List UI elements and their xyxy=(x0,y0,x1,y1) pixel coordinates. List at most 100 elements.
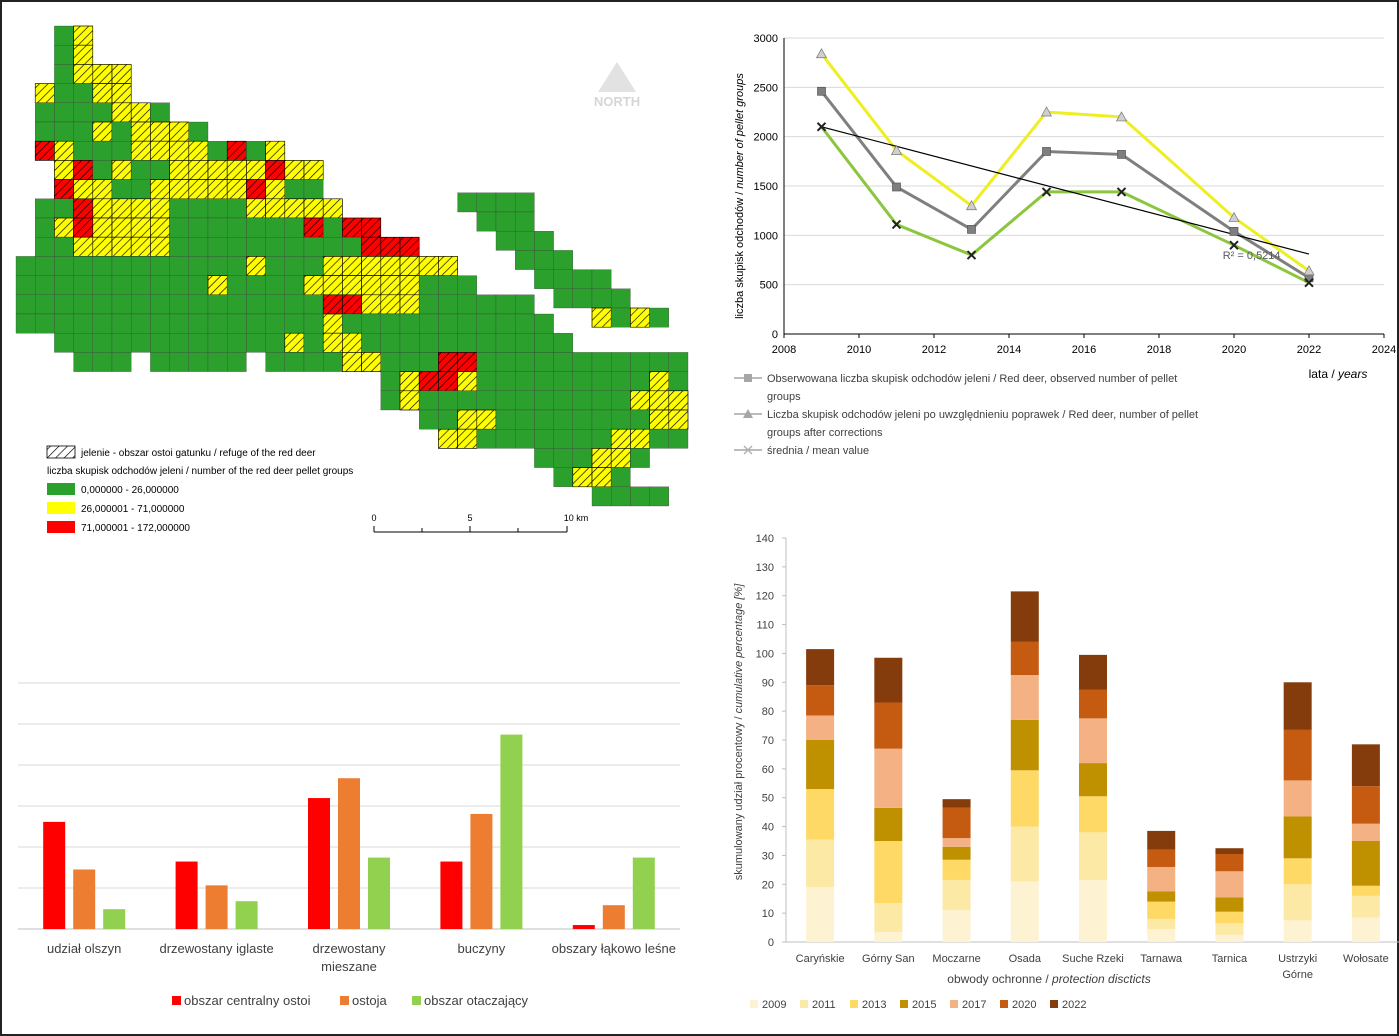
habitat-bar-chart: udział olszyn drzewostany iglaste drzewost… xyxy=(18,682,680,1008)
map-cell xyxy=(438,313,458,334)
map-cell-hatch xyxy=(111,160,132,180)
point-marker xyxy=(965,200,978,211)
legend-label: ostoja xyxy=(352,993,387,1008)
category-label: drzewostany xyxy=(313,941,386,956)
map-cell xyxy=(495,192,516,213)
point-marker xyxy=(1042,147,1051,156)
map-cell xyxy=(54,256,74,276)
map-cell-hatch xyxy=(457,371,478,392)
map-cell xyxy=(534,231,554,251)
map-cell xyxy=(399,313,420,334)
line-x-axis-title: lata / years xyxy=(1309,367,1368,381)
map-cell-hatch xyxy=(361,352,382,372)
map-cell xyxy=(150,294,170,315)
bar-2 xyxy=(500,734,523,929)
map-cell xyxy=(188,313,209,334)
point-marker xyxy=(967,225,976,234)
map-cell xyxy=(380,371,401,391)
stack-segment-2011 xyxy=(942,879,971,911)
map-cell xyxy=(553,352,573,372)
map-cell xyxy=(227,217,247,238)
legend-marker xyxy=(744,374,752,382)
y-tick-label: 110 xyxy=(756,620,774,632)
map-cell xyxy=(611,486,631,507)
bar-1 xyxy=(602,905,625,929)
map-cell xyxy=(111,333,132,353)
x-tick-label: 2016 xyxy=(1072,344,1096,356)
legend-swatch xyxy=(1050,1000,1058,1008)
legend-label: 2013 xyxy=(862,999,886,1011)
map-cell xyxy=(284,217,305,238)
map-cell xyxy=(111,141,132,161)
stack-segment-2009 xyxy=(942,910,971,942)
map-cell xyxy=(534,448,554,468)
map-cell xyxy=(534,409,554,430)
y-tick-label: 0 xyxy=(768,937,774,949)
map-cell-hatch xyxy=(303,275,324,296)
map-cell xyxy=(35,237,55,257)
legend-swatch xyxy=(850,1000,858,1008)
bar-0 xyxy=(572,925,595,929)
map-cell-hatch xyxy=(130,102,151,123)
year-legend: 2009 2011 2013 2015 2017 2020 2022 xyxy=(750,999,1086,1011)
map-cell xyxy=(591,288,612,309)
map-cell-hatch xyxy=(361,217,382,238)
map-cell-hatch xyxy=(322,313,343,334)
map-cell xyxy=(419,352,439,372)
map-cell xyxy=(303,294,324,315)
map-cell-hatch xyxy=(399,275,420,296)
x-tick-label: 2018 xyxy=(1147,344,1171,356)
map-cell xyxy=(188,333,209,353)
bar-0 xyxy=(440,861,463,929)
map-cell-hatch xyxy=(284,160,305,180)
map-cell xyxy=(150,275,170,295)
map-cell-hatch xyxy=(207,275,228,296)
map-cell-hatch xyxy=(361,294,382,315)
map-cell xyxy=(515,409,535,430)
map-cell xyxy=(419,333,439,353)
point-marker xyxy=(1229,240,1239,250)
map-cell xyxy=(92,275,113,295)
y-tick-label: 140 xyxy=(756,533,774,545)
map-cell-hatch xyxy=(649,371,670,392)
class-swatch-high xyxy=(47,521,75,533)
map-cell-hatch xyxy=(591,467,612,488)
map-cell xyxy=(227,275,247,295)
stack-segment-2013 xyxy=(1351,885,1380,896)
point-marker xyxy=(815,48,828,59)
y-tick-label: 3000 xyxy=(754,33,778,45)
y-tick-label: 70 xyxy=(762,735,774,747)
y-tick-label: 40 xyxy=(762,822,774,834)
map-cell xyxy=(188,237,209,257)
map-cell xyxy=(150,102,170,123)
map-cell-hatch xyxy=(34,83,55,104)
legend-label: 2017 xyxy=(962,999,986,1011)
map-cell-hatch xyxy=(630,390,650,411)
map-cell xyxy=(515,313,535,334)
map-cell xyxy=(399,333,420,353)
map-cell-hatch xyxy=(92,121,113,142)
map-cell xyxy=(265,333,285,353)
map-cell xyxy=(131,179,151,199)
map-cell xyxy=(265,294,285,315)
map-cell-hatch xyxy=(73,179,94,200)
map-cell xyxy=(92,352,113,372)
map-cell xyxy=(515,429,535,449)
map-cell xyxy=(553,390,573,411)
map-legend: jelenie - obszar ostoi gatunku / refuge … xyxy=(46,445,353,534)
map-cell xyxy=(111,256,132,276)
map-cell xyxy=(73,102,93,123)
map-cell-hatch xyxy=(73,217,94,238)
map-cell xyxy=(476,333,497,353)
point-marker xyxy=(816,122,827,132)
bar-2 xyxy=(103,909,126,929)
map-cell xyxy=(668,429,689,449)
map-cell xyxy=(476,313,497,334)
scale-tick-5: 5 xyxy=(467,513,472,523)
map-cell xyxy=(515,390,535,411)
bar-1 xyxy=(338,778,360,929)
map-cell-hatch xyxy=(207,160,228,180)
legend-swatch xyxy=(412,996,421,1005)
north-label: NORTH xyxy=(594,94,640,109)
map-cell xyxy=(169,237,189,257)
